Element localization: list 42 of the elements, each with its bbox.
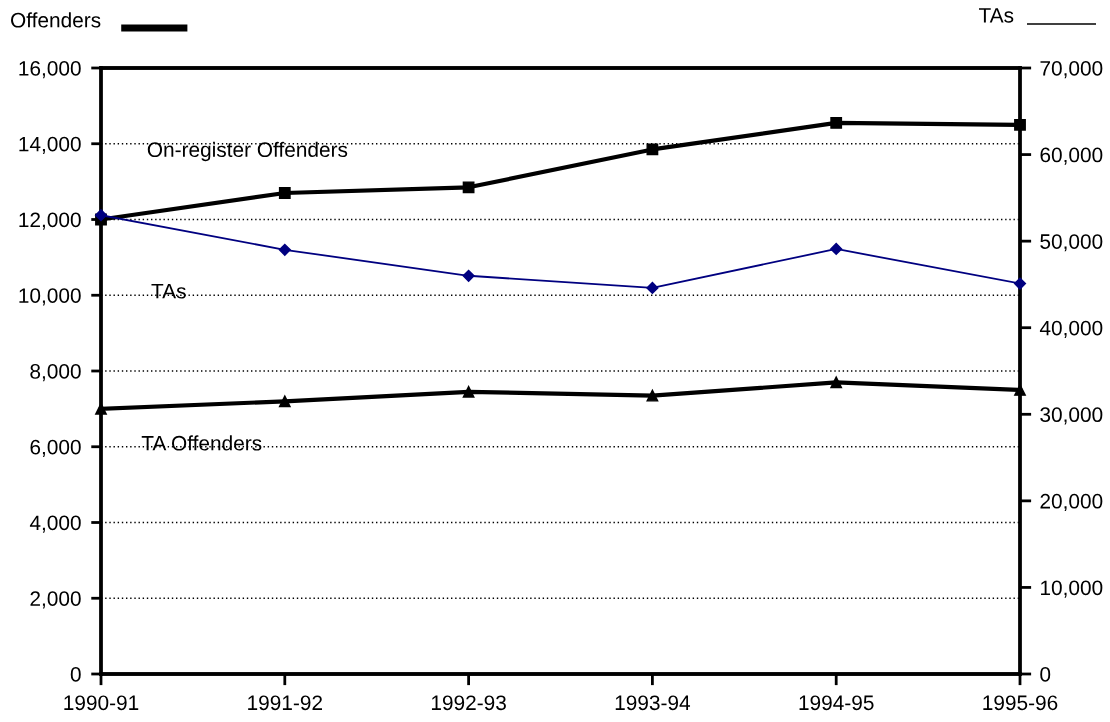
point (278, 187, 291, 199)
point (646, 143, 659, 156)
x-tick-label: 1992-93 (431, 695, 506, 711)
point (278, 395, 291, 408)
point (830, 242, 843, 256)
y2-tick-label: 0 (1040, 667, 1051, 682)
series-label: On-register Offenders (147, 141, 348, 162)
point (94, 209, 108, 222)
y2-tick-label: 20,000 (1040, 493, 1103, 512)
point (646, 281, 659, 294)
point (1013, 277, 1027, 290)
y2-axis-title: TAs (978, 8, 1014, 23)
y2-tick-label: 60,000 (1040, 147, 1103, 165)
y2-tick-label: 10,000 (1041, 580, 1103, 598)
x-tick-label: 1991-92 (248, 695, 322, 711)
y2-tick-label: 30,000 (1040, 407, 1103, 425)
x-tick-label: 1990-91 (64, 695, 139, 711)
point (462, 269, 475, 282)
y-tick-label: 2,000 (30, 591, 81, 609)
y2-tick-label: 50,000 (1040, 234, 1103, 252)
point (830, 117, 843, 129)
text: TAs (151, 284, 186, 299)
y-tick-label: 14,000 (19, 136, 81, 154)
point (830, 376, 843, 389)
point (278, 243, 291, 256)
y-tick-label: 12,000 (19, 212, 81, 230)
y-tick-label: 4,000 (29, 515, 81, 533)
series-label: TA Offenders (141, 435, 262, 451)
y-tick-label: 6,000 (30, 439, 81, 457)
x-tick-label: 1993-94 (615, 695, 691, 711)
point (462, 181, 475, 194)
y-axis-title: Offenders (11, 12, 101, 28)
y2-tick-label: 70,000 (1040, 61, 1103, 79)
y2-tick-label: 40,000 (1039, 320, 1103, 338)
y-tick-label: 8,000 (30, 364, 81, 382)
y-tick-label: 16,000 (19, 61, 81, 79)
x-tick-label: 1994-95 (799, 695, 874, 711)
point (646, 389, 659, 402)
point (462, 385, 475, 398)
y-tick-label: 0 (70, 667, 81, 682)
y-tick-label: 10,000 (19, 288, 81, 306)
x-tick-label: 1995-96 (983, 695, 1058, 711)
